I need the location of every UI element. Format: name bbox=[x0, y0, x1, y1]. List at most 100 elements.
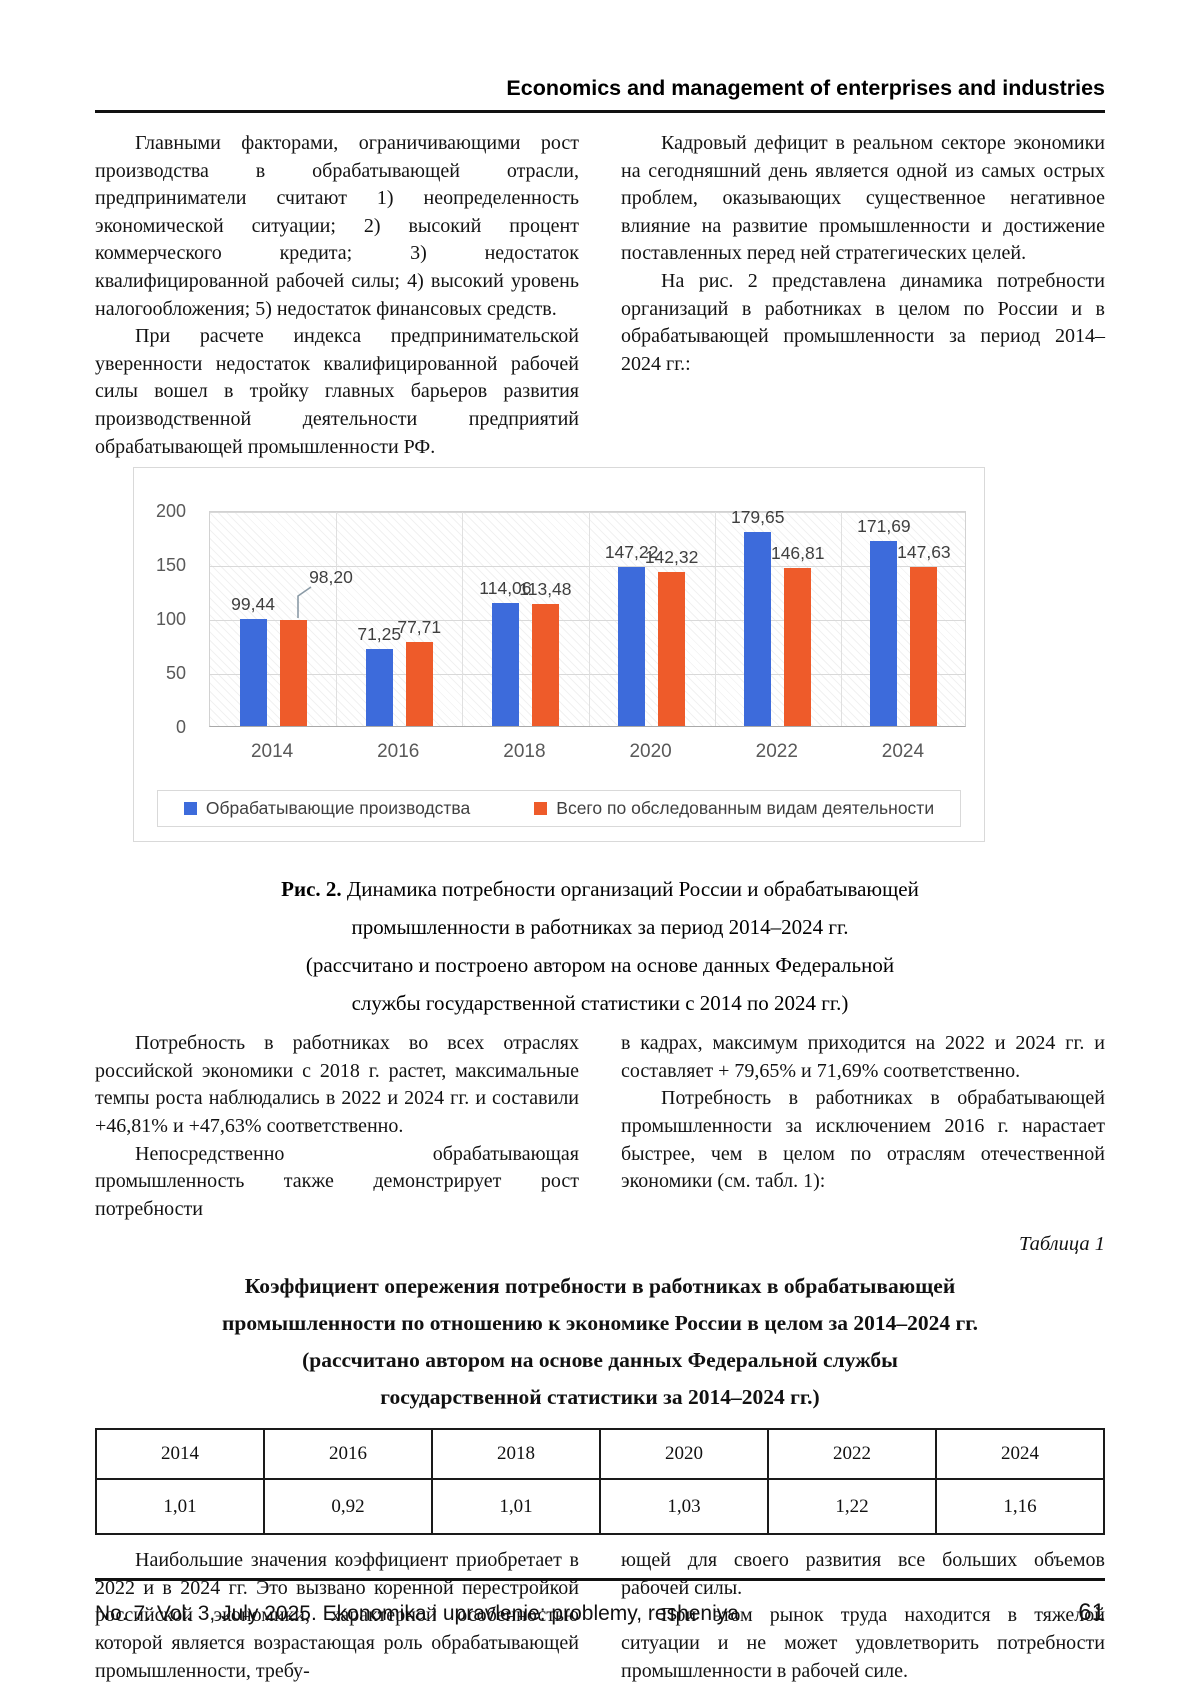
legend-swatch-icon bbox=[183, 802, 197, 816]
column-right: Кадровый дефицит в реальном секторе экон… bbox=[621, 130, 1105, 461]
bar-value-label: 179,65 bbox=[730, 507, 785, 528]
table-1: 2014 2016 2018 2020 2022 2024 1,01 0,92 1,01 1,0… bbox=[95, 1428, 1105, 1536]
bottom-text-section: Наибольшие значения коэффициент приобрет… bbox=[95, 1547, 1105, 1685]
bar-group-2022: 179,65 146,81 bbox=[715, 507, 841, 727]
bar-total-2016: 77,71 bbox=[397, 617, 441, 727]
table-value-cell: 1,22 bbox=[767, 1478, 937, 1536]
y-axis-tick: 150 bbox=[155, 555, 186, 576]
table-1-title: Коэффициент опережения потребности в раб… bbox=[95, 1268, 1105, 1416]
column-left: Потребность в работниках во всех отрасля… bbox=[95, 1030, 579, 1223]
bar-manufacturing-2024: 171,69 bbox=[857, 516, 911, 727]
table-value-cell: 1,01 bbox=[431, 1478, 601, 1536]
gridline bbox=[210, 512, 965, 514]
chart-legend: Обрабатывающие производства Всего по обсл… bbox=[156, 790, 962, 828]
table-1-label: Таблица 1 bbox=[1018, 1233, 1105, 1256]
chart-canvas: 200 150 100 50 0 99,44 98,20 71,25 77,71 114,06 1… bbox=[134, 486, 984, 770]
footer-journal-info: No. 7. Vol. 3, July 2025. Ekonomika i up… bbox=[95, 1602, 739, 1625]
table-year-cell: 2024 bbox=[935, 1428, 1105, 1481]
table-year-row: 2014 2016 2018 2020 2022 2024 bbox=[95, 1428, 1105, 1481]
paragraph: Потребность в работниках во всех отрасля… bbox=[95, 1032, 579, 1137]
bar-value-label: 77,71 bbox=[397, 617, 442, 638]
x-axis-tick: 2020 bbox=[629, 741, 672, 763]
table-value-cell: 1,03 bbox=[599, 1478, 769, 1536]
figure-2-chart: 200 150 100 50 0 99,44 98,20 71,25 77,71 114,06 1… bbox=[133, 467, 985, 843]
paragraph: На рис. 2 представлена динамика потребно… bbox=[621, 269, 1105, 375]
chart-plot-area: 99,44 98,20 71,25 77,71 114,06 113,48 147,22 14… bbox=[209, 507, 967, 728]
bar-manufacturing-2016: 71,25 bbox=[357, 624, 401, 727]
bar-value-label: 113,48 bbox=[519, 578, 572, 599]
column-right: в кадрах, максимум приходится на 2022 и … bbox=[621, 1030, 1105, 1223]
paragraph: При расчете индекса предпринимательской … bbox=[95, 325, 579, 458]
bar-manufacturing-2020: 147,22 bbox=[605, 542, 658, 727]
y-axis-tick: 50 bbox=[165, 663, 186, 684]
paragraph: в кадрах, максимум приходится на 2022 и … bbox=[621, 1032, 1105, 1082]
page-number: 61 bbox=[1078, 1599, 1105, 1626]
bar-manufacturing-2014: 99,44 bbox=[231, 594, 275, 727]
bar-value-label: 71,25 bbox=[357, 624, 402, 645]
table-value-cell: 0,92 bbox=[263, 1478, 433, 1536]
page-footer: No. 7. Vol. 3, July 2025. Ekonomika i up… bbox=[95, 1578, 1105, 1627]
gridline-vertical bbox=[462, 512, 464, 727]
bar-total-2024: 147,63 bbox=[897, 542, 951, 727]
gridline-vertical bbox=[336, 512, 338, 727]
paragraph: Главными факторами, ограничивающими рост… bbox=[95, 132, 579, 320]
table-title-line: Коэффициент опережения потребности в раб… bbox=[244, 1274, 956, 1299]
bar-manufacturing-2022: 179,65 bbox=[731, 507, 785, 727]
gridline bbox=[210, 674, 965, 676]
gridline-vertical bbox=[588, 512, 590, 727]
bar-group-2020: 147,22 142,32 bbox=[589, 512, 715, 727]
bar-total-2022: 146,81 bbox=[771, 543, 825, 727]
table-year-cell: 2022 bbox=[767, 1428, 937, 1481]
bar-manufacturing-2018: 114,06 bbox=[479, 578, 532, 727]
x-axis-tick: 2018 bbox=[503, 741, 546, 763]
x-axis-tick: 2016 bbox=[377, 741, 420, 763]
mid-text-section: Потребность в работниках во всех отрасля… bbox=[95, 1030, 1105, 1223]
paragraph: При этом рынок труда находится в тяжелой… bbox=[621, 1604, 1105, 1682]
figure-caption-label: Рис. 2. bbox=[281, 877, 342, 902]
figure-caption-line: Рис. 2. Динамика потребности организаций… bbox=[281, 877, 919, 902]
x-axis-tick: 2024 bbox=[881, 741, 925, 763]
table-title-line: (рассчитано автором на основе данных Фед… bbox=[302, 1348, 898, 1373]
figure-caption-line: (рассчитано и построено автором на основ… bbox=[305, 953, 895, 978]
bar-value-label: 114,06 bbox=[479, 577, 532, 598]
bar-value-label: 147,22 bbox=[604, 542, 659, 563]
table-value-row: 1,01 0,92 1,01 1,03 1,22 1,16 bbox=[95, 1478, 1105, 1536]
chart-y-axis: 200 150 100 50 0 bbox=[134, 501, 198, 737]
bar-total-2020: 142,32 bbox=[645, 547, 698, 727]
bar-group-2024: 171,69 147,63 bbox=[841, 512, 967, 727]
figure-caption: Рис. 2. Динамика потребности организаций… bbox=[95, 870, 1105, 1022]
column-left: Главными факторами, ограничивающими рост… bbox=[95, 130, 579, 461]
table-value-cell: 1,16 bbox=[935, 1478, 1105, 1536]
top-text-section: Главными факторами, ограничивающими рост… bbox=[95, 130, 1105, 461]
column-right: ющей для своего развития все больших объ… bbox=[621, 1547, 1105, 1685]
table-value-cell: 1,01 bbox=[95, 1478, 265, 1536]
table-year-cell: 2016 bbox=[263, 1428, 433, 1481]
table-title-line: промышленности по отношению к экономике … bbox=[222, 1311, 978, 1336]
paragraph: ющей для своего развития все больших объ… bbox=[621, 1549, 1105, 1599]
bar-group-2016: 71,25 77,71 bbox=[336, 512, 462, 727]
legend-label: Обрабатывающие производства bbox=[205, 798, 471, 819]
y-axis-tick: 0 bbox=[175, 717, 186, 738]
bar-value-label: 98,20 bbox=[309, 567, 353, 588]
table-year-cell: 2018 bbox=[431, 1428, 601, 1481]
bar-total-2014: 98,20 bbox=[279, 567, 353, 727]
gridline-vertical bbox=[840, 512, 842, 727]
legend-swatch-icon bbox=[534, 802, 548, 816]
bar-value-label: 171,69 bbox=[857, 515, 911, 536]
paragraph: Кадровый дефицит в реальном секторе экон… bbox=[621, 132, 1105, 265]
gridline bbox=[210, 620, 965, 622]
table-year-cell: 2020 bbox=[599, 1428, 769, 1481]
bar-value-label: 146,81 bbox=[770, 542, 825, 563]
table-title-line: государственной статистики за 2014–2024 … bbox=[380, 1385, 820, 1410]
journal-header-title: Economics and management of enterprises … bbox=[506, 76, 1105, 100]
bar-total-2018: 113,48 bbox=[519, 579, 572, 727]
bar-group-2018: 114,06 113,48 bbox=[462, 512, 588, 727]
chart-x-axis: 2014 2016 2018 2020 2022 2024 bbox=[209, 741, 966, 763]
paragraph: Непосредственно обрабатывающая промышлен… bbox=[95, 1142, 579, 1220]
gridline-vertical bbox=[714, 512, 716, 727]
label-leader-line bbox=[290, 584, 314, 620]
header-rule bbox=[95, 110, 1105, 113]
paragraph: Потребность в работниках в обрабатывающе… bbox=[621, 1087, 1105, 1193]
column-left: Наибольшие значения коэффициент приобрет… bbox=[95, 1547, 579, 1685]
